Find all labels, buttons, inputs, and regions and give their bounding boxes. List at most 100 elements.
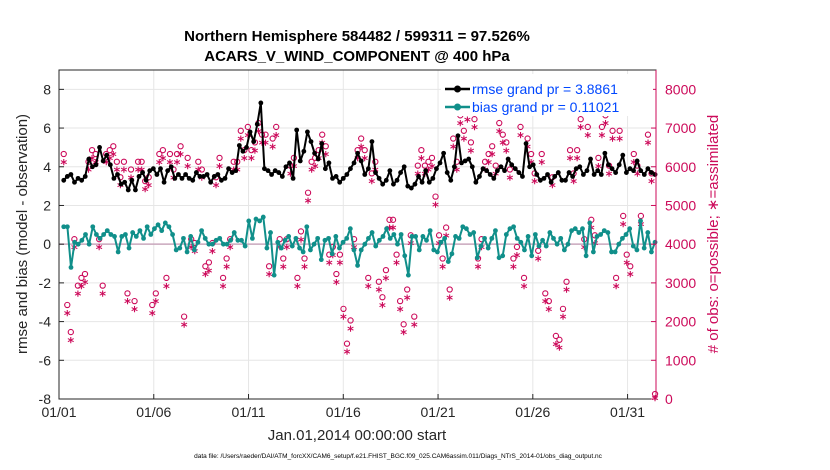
obs-possible-marker xyxy=(542,290,549,297)
bias-point xyxy=(641,245,647,251)
obs-assimilated-marker: * xyxy=(96,243,103,258)
legend-rmse-label: rmse grand pr = 3.8861 xyxy=(472,81,618,97)
obs-possible-marker xyxy=(556,336,563,343)
obs-possible-marker xyxy=(265,263,273,270)
obs-possible-marker xyxy=(620,212,627,220)
rmse-point xyxy=(602,150,608,156)
bias-point xyxy=(627,226,633,232)
rmse-point xyxy=(79,177,85,183)
obs-assimilated-marker: * xyxy=(386,224,393,239)
bias-point xyxy=(224,241,230,247)
rmse-point xyxy=(129,177,135,183)
rmse-point xyxy=(208,179,214,185)
rmse-point xyxy=(645,166,651,172)
obs-assimilated-marker: * xyxy=(570,177,577,192)
rmse-point xyxy=(294,127,300,133)
obs-assimilated-marker: * xyxy=(142,185,149,200)
legend-bias-label: bias grand pr = 0.11021 xyxy=(472,99,619,115)
y-tick-label-right: 2000 xyxy=(665,314,696,330)
rmse-point xyxy=(484,168,490,174)
rmse-point xyxy=(387,168,393,174)
y-tick-label-left: 8 xyxy=(43,81,51,97)
rmse-point xyxy=(455,133,461,139)
bias-point xyxy=(467,232,473,237)
obs-possible-marker xyxy=(361,147,368,154)
bias-point xyxy=(376,237,382,243)
obs-possible-marker xyxy=(623,251,630,258)
obs-possible-marker xyxy=(499,131,506,138)
chart-subtitle: ACARS_V_WIND_COMPONENT @ 400 hPa xyxy=(204,48,510,65)
obs-possible-marker xyxy=(552,332,560,340)
rmse-point xyxy=(68,172,74,177)
bias-point xyxy=(188,234,194,239)
rmse-point xyxy=(297,158,303,164)
obs-assimilated-marker: * xyxy=(64,309,71,324)
obs-assimilated-marker: * xyxy=(174,158,181,173)
rmse-point xyxy=(609,166,615,172)
rmse-point xyxy=(308,139,314,145)
obs-possible-marker xyxy=(435,232,443,239)
rmse-point xyxy=(176,172,181,177)
rmse-point xyxy=(118,181,124,187)
obs-assimilated-marker: * xyxy=(489,150,496,165)
bias-point xyxy=(86,241,92,247)
obs-possible-marker xyxy=(496,119,503,127)
obs-possible-marker xyxy=(64,301,71,309)
obs-assimilated-marker: * xyxy=(206,266,213,281)
obs-possible-marker xyxy=(166,150,174,158)
bias-point xyxy=(68,265,74,270)
rmse-point xyxy=(211,174,217,179)
legend: rmse grand pr = 3.8861 bias grand pr = 0… xyxy=(441,74,653,116)
bias-point xyxy=(543,243,549,249)
obs-assimilated-marker: * xyxy=(609,135,616,150)
rmse-point xyxy=(494,168,500,174)
obs-assimilated-marker: * xyxy=(255,127,262,142)
obs-possible-marker xyxy=(152,290,159,297)
obs-possible-marker xyxy=(358,135,365,142)
obs-assimilated-marker: * xyxy=(453,166,460,181)
obs-assimilated-marker: * xyxy=(67,336,74,351)
rmse-point xyxy=(115,172,120,177)
rmse-point xyxy=(251,139,257,145)
obs-possible-marker xyxy=(127,166,135,173)
rmse-point xyxy=(287,160,292,166)
obs-assimilated-marker: * xyxy=(202,270,209,285)
obs-assimilated-marker: * xyxy=(301,262,308,277)
bias-point xyxy=(590,249,596,255)
bias-point xyxy=(580,226,585,232)
obs-assimilated-marker: * xyxy=(545,305,552,320)
obs-assimilated-marker: * xyxy=(506,173,513,188)
rmse-point xyxy=(566,170,572,175)
bias-point xyxy=(532,232,538,237)
obs-possible-marker xyxy=(347,317,354,324)
rmse-point xyxy=(82,174,88,179)
bias-point xyxy=(181,235,186,241)
rmse-point xyxy=(254,121,260,127)
obs-assimilated-marker: * xyxy=(553,340,560,355)
obs-possible-marker xyxy=(163,274,170,282)
obs-possible-marker xyxy=(559,305,567,312)
obs-assimilated-marker: * xyxy=(305,197,312,212)
rmse-point xyxy=(165,168,171,174)
obs-assimilated-marker: * xyxy=(276,243,283,258)
obs-assimilated-marker: * xyxy=(482,166,489,181)
obs-possible-marker xyxy=(577,116,584,123)
rmse-point xyxy=(423,168,429,174)
obs-assimilated-marker: * xyxy=(503,146,510,161)
rmse-point xyxy=(459,160,464,166)
bias-point xyxy=(112,234,117,239)
y-tick-label-right: 6000 xyxy=(665,159,696,175)
rmse-point xyxy=(491,175,497,181)
obs-possible-marker xyxy=(375,278,383,285)
bias-point xyxy=(170,232,175,237)
bias-point xyxy=(322,237,328,243)
rmse-point xyxy=(573,166,579,172)
rmse-point xyxy=(376,175,382,181)
bias-point xyxy=(199,228,204,234)
obs-possible-marker xyxy=(244,123,252,131)
obs-possible-marker xyxy=(184,154,191,162)
bias-point xyxy=(540,237,545,243)
rmse-point xyxy=(473,179,479,185)
rmse-point xyxy=(143,177,149,183)
